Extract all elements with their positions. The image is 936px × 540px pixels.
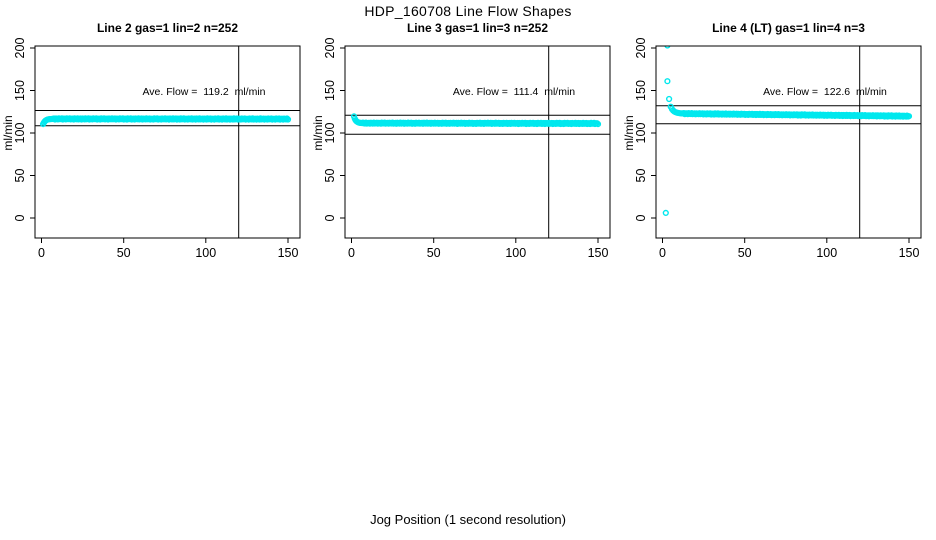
- y-tick-label: 0: [323, 214, 337, 221]
- x-tick-label: 50: [117, 246, 131, 260]
- data-point: [665, 95, 673, 103]
- x-tick-label: 150: [588, 246, 609, 260]
- plot-box: [34, 45, 301, 239]
- x-tick-label: 100: [816, 246, 837, 260]
- data-points: [350, 113, 602, 128]
- x-tick-label: 100: [505, 246, 526, 260]
- x-tick-label: 50: [427, 246, 441, 260]
- x-tick-label: 150: [278, 246, 299, 260]
- panel1-ave-flow-annotation: Ave. Flow = 119.2 ml/min: [142, 86, 266, 98]
- flow-panel-2: 0 50 100 150 0 50 100 150 200: [323, 38, 611, 260]
- y-tick-label: 50: [13, 169, 27, 183]
- y-tick-label: 200: [323, 38, 337, 59]
- y-tick-label: 50: [323, 169, 337, 183]
- data-point: [662, 209, 669, 217]
- y-tick-label: 100: [323, 123, 337, 144]
- x-tick-label: 0: [38, 246, 45, 260]
- x-tick-label: 150: [899, 246, 920, 260]
- panel3-y-axis-label: ml/min: [622, 115, 636, 151]
- panel1-title: Line 2 gas=1 lin=2 n=252: [96, 21, 239, 35]
- main-title: HDP_160708 Line Flow Shapes: [364, 3, 572, 19]
- data-point: [284, 116, 292, 123]
- plot-box: [655, 45, 922, 239]
- x-tick-label: 0: [348, 246, 355, 260]
- flow-panel-1: 0 50 100 150 0 50 100 150 200: [13, 38, 301, 260]
- panel1-y-axis-label: ml/min: [1, 115, 15, 151]
- data-points: [662, 46, 913, 217]
- panel2-y-axis-label: ml/min: [311, 115, 325, 151]
- x-tick-label: 100: [195, 246, 216, 260]
- y-tick-label: 150: [323, 80, 337, 101]
- data-point: [905, 113, 913, 120]
- y-tick-label: 150: [13, 80, 27, 101]
- x-tick-label: 50: [738, 246, 752, 260]
- data-point: [283, 115, 291, 122]
- data-points: [39, 115, 292, 128]
- plot-box: [344, 45, 611, 239]
- y-tick-label: 0: [13, 214, 27, 221]
- y-tick-label: 100: [634, 123, 648, 144]
- panel3-title: Line 4 (LT) gas=1 lin=4 n=3: [712, 21, 865, 35]
- data-point: [664, 46, 671, 49]
- y-tick-label: 100: [13, 123, 27, 144]
- panel2-ave-flow-annotation: Ave. Flow = 111.4 ml/min: [452, 86, 576, 98]
- panel2-title: Line 3 gas=1 lin=3 n=252: [406, 21, 549, 35]
- flow-panel-3: 0 50 100 150 0 50 100 150 200: [634, 38, 922, 260]
- x-tick-label: 0: [659, 246, 666, 260]
- data-point: [664, 78, 671, 85]
- y-tick-label: 200: [634, 38, 648, 59]
- panel3-ave-flow-annotation: Ave. Flow = 122.6 ml/min: [763, 86, 887, 98]
- x-axis-label: Jog Position (1 second resolution): [370, 512, 566, 527]
- y-tick-label: 50: [634, 169, 648, 183]
- y-tick-label: 0: [634, 214, 648, 221]
- y-tick-label: 200: [13, 38, 27, 59]
- data-point: [594, 120, 602, 128]
- y-tick-label: 150: [634, 80, 648, 101]
